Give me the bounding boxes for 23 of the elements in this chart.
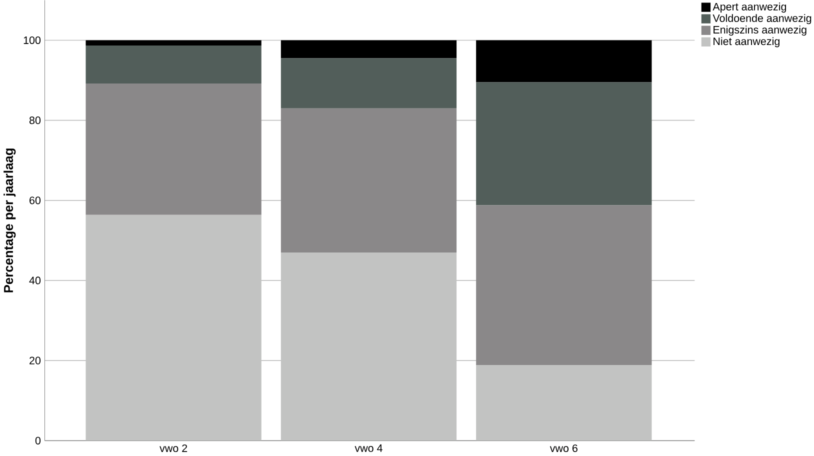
legend-label: Apert aanwezig bbox=[712, 2, 786, 13]
bar bbox=[280, 108, 457, 253]
y-axis-title: Percentage per jaarlaag bbox=[4, 148, 16, 292]
bar bbox=[476, 40, 652, 82]
x-tick-label: vwo 4 bbox=[354, 444, 382, 452]
bar bbox=[476, 82, 652, 206]
bar bbox=[86, 40, 262, 46]
y-tick-label: 40 bbox=[29, 276, 41, 284]
bar bbox=[280, 58, 457, 109]
bar bbox=[476, 205, 652, 366]
bar bbox=[86, 84, 262, 216]
y-tick-label: 20 bbox=[30, 356, 41, 365]
bar bbox=[86, 46, 262, 84]
y-tick-label: 0 bbox=[35, 437, 41, 445]
legend-label: Enigszins aanwezig bbox=[714, 26, 806, 36]
legend-label: Voldoende aanwezig bbox=[712, 14, 812, 24]
x-tick-label: vwo 6 bbox=[550, 444, 578, 452]
y-tick-label: 100 bbox=[24, 36, 41, 44]
x-tick-label: vwo 2 bbox=[160, 444, 188, 452]
bar bbox=[280, 40, 457, 58]
y-tick-label: 80 bbox=[29, 116, 41, 124]
y-tick-label: 60 bbox=[30, 196, 41, 204]
legend-label: Niet aanwezig bbox=[714, 37, 780, 48]
